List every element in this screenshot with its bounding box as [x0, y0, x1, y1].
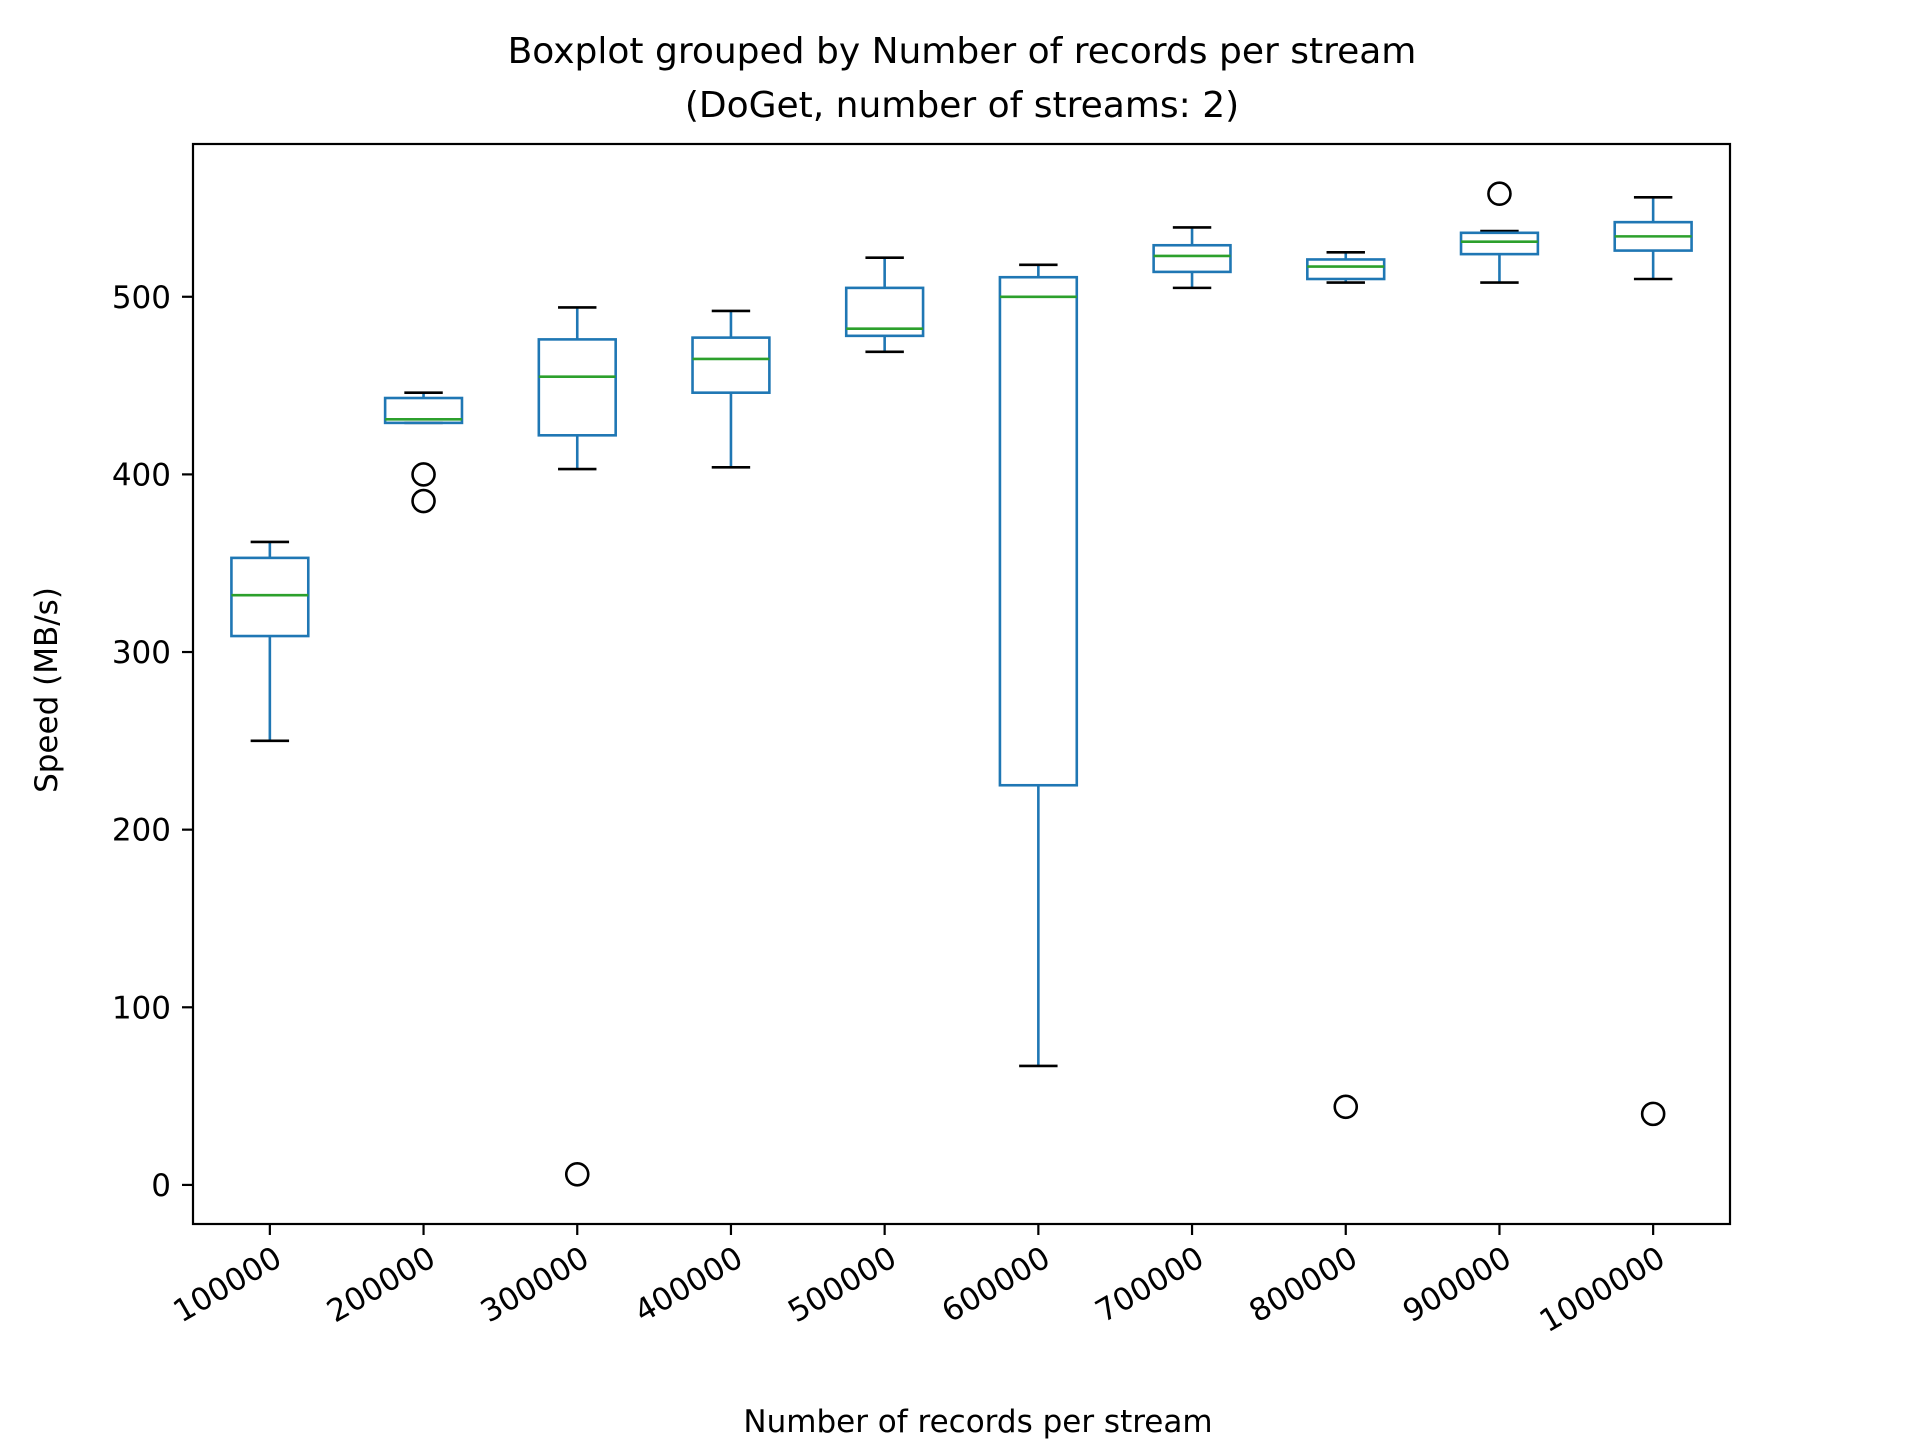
box-group-800000 [1306, 251, 1386, 1120]
plot-frame [191, 142, 1732, 1226]
box [998, 275, 1079, 787]
box-group-500000 [844, 256, 925, 354]
x-tick-label: 900000 [1397, 1240, 1517, 1330]
box [1459, 231, 1540, 256]
box-group-300000 [537, 306, 617, 1187]
x-tick-label: 300000 [475, 1240, 595, 1330]
box [230, 556, 310, 638]
y-tick-label: 500 [112, 280, 171, 316]
x-tick-label: 700000 [1090, 1240, 1210, 1330]
y-tick-label: 200 [112, 813, 171, 849]
chart-title: Boxplot grouped by Number of records per… [508, 31, 1417, 72]
y-tick-label: 300 [112, 635, 171, 671]
box [383, 396, 464, 425]
x-tick-label: 500000 [782, 1240, 902, 1330]
box-group-1000000 [1613, 195, 1693, 1127]
box [844, 286, 925, 338]
outlier-point [411, 488, 436, 514]
x-tick-label: 100000 [167, 1240, 287, 1330]
chart-subtitle: (DoGet, number of streams: 2) [685, 85, 1239, 126]
x-tick-label: 1000000 [1534, 1240, 1672, 1340]
box [537, 338, 617, 437]
axes: 0 100 200 300 400 500 100000 200000 300000 400000… [112, 142, 1732, 1340]
outlier-point [1487, 181, 1512, 207]
y-tick-label: 100 [112, 990, 171, 1026]
outlier-point [411, 462, 436, 487]
box [1306, 258, 1386, 281]
x-axis-label: Number of records per stream [743, 1404, 1212, 1440]
outlier-point [1333, 1094, 1359, 1120]
x-tick-label: 400000 [628, 1240, 748, 1330]
box-group-200000 [383, 391, 464, 514]
x-tick-label: 800000 [1243, 1240, 1363, 1330]
y-tick-label: 0 [151, 1168, 171, 1204]
box [1152, 243, 1232, 274]
box [691, 336, 771, 394]
box-group-100000 [230, 540, 310, 743]
box-group-700000 [1152, 226, 1232, 290]
outlier-point [1640, 1101, 1666, 1127]
box-group-900000 [1459, 181, 1540, 284]
box-group-600000 [998, 263, 1079, 1068]
x-tick-label: 600000 [936, 1240, 1056, 1330]
outlier-point [564, 1161, 590, 1187]
plot-area [230, 181, 1693, 1187]
y-tick-label: 400 [112, 457, 171, 493]
y-axis-label: Speed (MB/s) [29, 587, 65, 793]
x-tick-label: 200000 [321, 1240, 441, 1330]
box-group-400000 [691, 309, 771, 469]
